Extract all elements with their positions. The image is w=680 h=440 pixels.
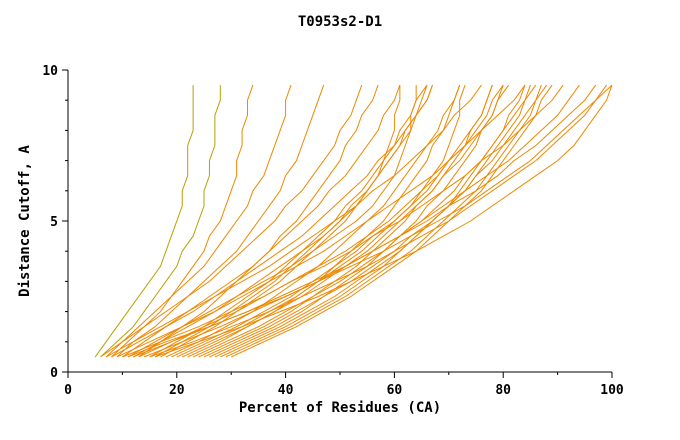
model-curve	[100, 85, 221, 358]
model-curve	[143, 84, 580, 358]
y-tick-label: 10	[42, 64, 58, 79]
model-curve	[94, 85, 194, 358]
model-curve	[192, 84, 531, 358]
model-curve	[138, 84, 379, 358]
model-curve	[116, 84, 526, 358]
x-tick-label: 80	[495, 383, 511, 398]
model-curve	[230, 84, 553, 358]
model-curve	[203, 84, 542, 358]
model-curve	[198, 84, 493, 358]
model-curve	[214, 84, 537, 358]
model-curve	[165, 84, 461, 358]
model-curve	[160, 84, 428, 358]
model-curve	[100, 84, 363, 358]
x-tick-label: 20	[169, 383, 185, 398]
x-tick-label: 60	[387, 383, 403, 398]
model-curve	[133, 84, 597, 358]
model-curve	[171, 84, 504, 358]
model-curve	[111, 84, 254, 358]
chart-title: T0953s2-D1	[297, 14, 383, 30]
y-tick-label: 5	[50, 215, 58, 230]
model-curve	[149, 84, 607, 358]
model-curve	[154, 84, 613, 358]
x-tick-label: 40	[278, 383, 294, 398]
y-tick-label: 0	[50, 366, 58, 381]
model-curve	[127, 85, 417, 358]
model-curve	[187, 84, 461, 358]
model-curve	[149, 84, 428, 358]
model-curve	[116, 84, 325, 358]
model-curve	[105, 84, 292, 358]
model-curve	[154, 84, 433, 358]
x-tick-label: 0	[64, 383, 72, 398]
model-curve	[225, 84, 548, 358]
x-axis-label: Percent of Residues (CA)	[238, 400, 442, 416]
model-curve	[182, 84, 510, 358]
model-curve	[127, 84, 613, 358]
x-tick-label: 100	[600, 383, 624, 398]
